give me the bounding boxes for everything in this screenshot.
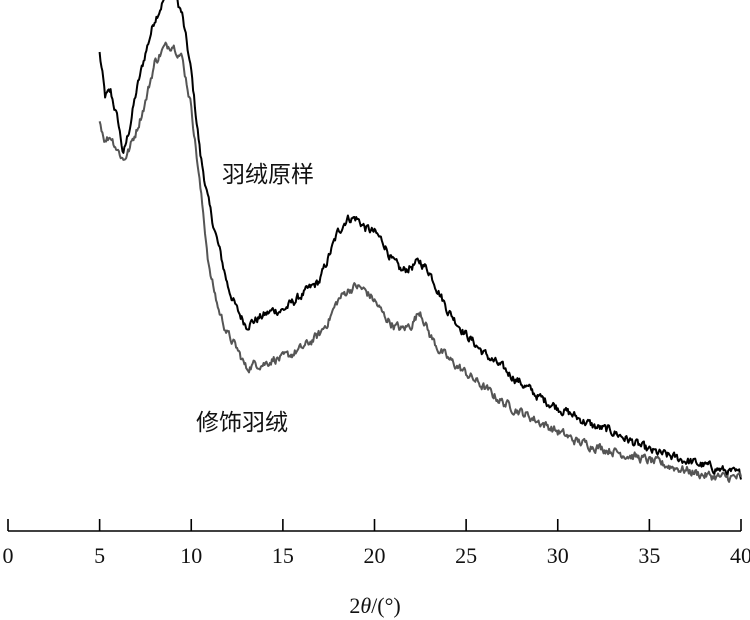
- x-axis-ticks: 0 5 10 15 20 25 30 35 40: [3, 519, 750, 568]
- x-tick-label-20: 20: [364, 543, 386, 568]
- series-line-original-down: [98, 0, 742, 480]
- plot-lines: [98, 0, 742, 483]
- x-tick-label-0: 0: [3, 543, 14, 568]
- x-axis-title: 2θ/(°): [349, 593, 400, 618]
- x-axis-title-prefix: 2: [349, 593, 360, 618]
- x-axis-title-theta: θ: [360, 593, 371, 618]
- x-tick-label-10: 10: [180, 543, 202, 568]
- series-label-modified-down: 修饰羽绒: [196, 410, 288, 436]
- x-axis-title-unit: /(°): [371, 593, 401, 618]
- x-tick-label-30: 30: [547, 543, 569, 568]
- x-tick-label-5: 5: [94, 543, 105, 568]
- x-tick-label-25: 25: [455, 543, 477, 568]
- x-tick-label-15: 15: [272, 543, 294, 568]
- x-tick-label-40: 40: [730, 543, 750, 568]
- series-label-original-down: 羽绒原样: [222, 162, 314, 188]
- x-tick-label-35: 35: [638, 543, 660, 568]
- series-line-modified-down: [98, 41, 742, 483]
